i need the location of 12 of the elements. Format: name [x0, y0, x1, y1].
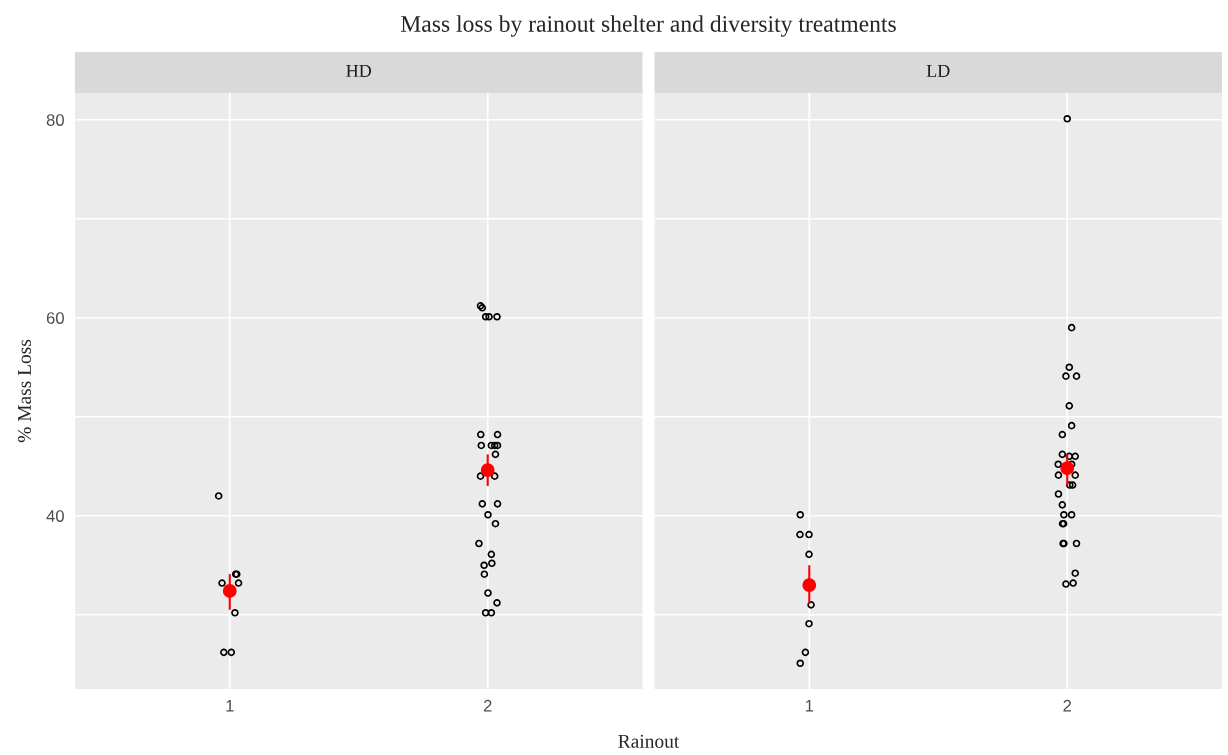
x-tick-label: 2 [483, 699, 492, 712]
x-axis-title: Rainout [618, 734, 680, 748]
x-tick-label: 2 [1063, 699, 1072, 712]
y-tick-label: 80 [46, 114, 64, 126]
x-tick-label: 1 [805, 700, 814, 712]
y-tick-label: 60 [46, 312, 64, 324]
chart-subtitle: HD [346, 65, 372, 77]
x-tick-label: 1 [226, 700, 234, 712]
y-tick-label: 40 [46, 510, 64, 522]
chart-subtitle: LD [926, 65, 950, 77]
chart-title: Mass loss by rainout shelter and diversity treatments [400, 15, 896, 37]
y-axis-title: % Mass Loss [17, 339, 32, 443]
